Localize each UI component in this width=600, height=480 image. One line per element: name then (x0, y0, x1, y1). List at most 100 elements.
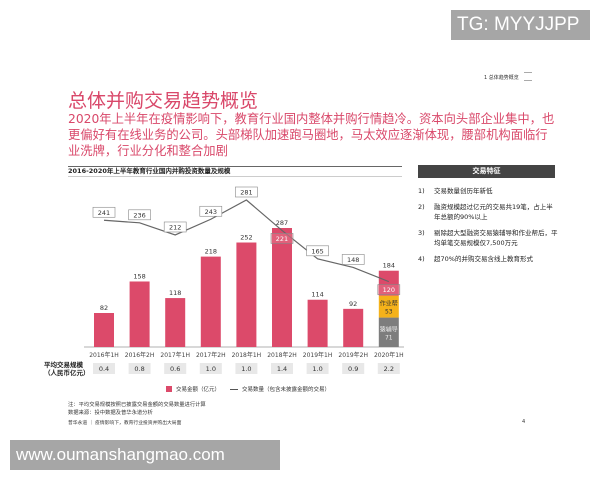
legend-line-swatch (230, 388, 239, 390)
line-series (103, 199, 390, 283)
feature-num: 2) (418, 203, 425, 211)
bar-label: 287 (276, 219, 288, 227)
bar-label: 92 (349, 300, 357, 308)
intro-text: 2020年上半年在疫情影响下，教育行业国内整体并购行情趋冷。资本向头部企业集中，… (68, 112, 555, 158)
avg-size-box (377, 363, 400, 374)
avg-size-box (342, 363, 365, 374)
bar-label: 184 (383, 262, 395, 270)
source: 数据来源：投中数据及普华永道分析 (68, 410, 153, 416)
avg-size-box (306, 363, 329, 374)
avg-size-value: 1.0 (312, 365, 322, 373)
bar (165, 298, 186, 347)
bar-label: 82 (100, 304, 108, 312)
feature-num: 4) (418, 255, 425, 263)
line-label-box (377, 284, 401, 295)
avg-size-value: 0.6 (170, 365, 180, 373)
avg-size-value: 1.0 (241, 365, 251, 373)
chart-title: 2016-2020年上半年教育行业国内并购投资数量及规模 (68, 166, 402, 177)
line-label: 148 (347, 256, 359, 264)
avg-size-box (93, 363, 115, 374)
line-label: 212 (169, 223, 181, 231)
bar (94, 313, 114, 347)
avg-size-value: 1.4 (277, 365, 287, 373)
legend: 交易金额（亿元） 交易数量（包含未披露金额的交易） (166, 385, 330, 393)
segment-label: 作业帮 (380, 300, 398, 308)
feature-num: 3) (418, 229, 425, 237)
feature-item: 3) 剔除超大型融资交易猿辅导和作业帮后，平均单笔交易规模仅7,500万元 (418, 228, 558, 248)
avg-size-box (199, 363, 222, 374)
category-label: 2019年1H (303, 351, 333, 359)
avg-size-value: 1.0 (206, 365, 216, 373)
line-label-box (341, 254, 365, 265)
bar (307, 299, 328, 347)
line-label: 165 (311, 247, 323, 255)
feature-item: 4) 超70%的并购交易含线上教育形式 (418, 254, 558, 264)
feature-text: 剔除超大型融资交易猿辅导和作业帮后，平均单笔交易规模仅7,500万元 (434, 229, 558, 247)
avg-label-2: （人民币亿元） (44, 369, 90, 377)
legend-bar: 交易金额（亿元） (176, 387, 221, 393)
breadcrumb: 1 总体趋势概览 (484, 75, 519, 81)
line-label-box (235, 186, 258, 198)
line-label: 236 (133, 211, 145, 219)
notes: 注：平均交易规模按照已披露交易金额的交易数量进行计算 数据来源：投中数据及普华永道… (68, 401, 206, 417)
bar-segment (378, 295, 399, 318)
avg-size-value: 0.4 (99, 365, 109, 373)
category-label: 2017年2H (196, 351, 226, 359)
category-label: 2019年2H (338, 351, 368, 359)
segment-value: 53 (385, 309, 393, 316)
bar-segment (378, 317, 399, 347)
bar (200, 256, 221, 347)
feature-list: 1) 交易数量创历年新低 2) 融资规模超过亿元的交易共19笔，占上半年总额的90%以… (418, 186, 558, 270)
legend-bar-swatch (166, 386, 172, 392)
avg-size-box (164, 363, 187, 374)
page-title: 总体并购交易趋势概览 (68, 90, 259, 112)
category-label: 2020年1H (374, 351, 404, 359)
feature-text: 超70%的并购交易含线上教育形式 (434, 255, 533, 263)
bar (343, 308, 364, 347)
bar-label: 114 (311, 291, 323, 299)
watermark-top: TG: MYYJJPP (451, 10, 590, 40)
legend-line: 交易数量（包含未披露金额的交易） (242, 387, 331, 393)
line-label: 221 (276, 235, 288, 243)
page-number: 4 (522, 419, 526, 425)
bar (236, 242, 257, 347)
feature-text: 交易数量创历年新低 (434, 187, 493, 195)
panel-title: 交易特征 (418, 165, 555, 178)
category-label: 2016年1H (89, 351, 119, 359)
avg-size-box (128, 363, 151, 374)
avg-size-value: 0.8 (134, 365, 144, 373)
feature-text: 融资规模超过亿元的交易共19笔，占上半年总额的90%以上 (434, 203, 553, 221)
menu-icon (524, 72, 532, 81)
line-label-box (128, 209, 151, 221)
watermark-bottom: www.oumanshangmao.com (10, 440, 280, 470)
bar-label: 118 (169, 289, 181, 297)
line-label-box (163, 221, 187, 233)
line-label-box (92, 206, 116, 218)
line-label-box (199, 205, 223, 217)
avg-size-value: 2.2 (384, 365, 394, 373)
line-label-box (306, 245, 329, 257)
line-label-box (270, 233, 294, 244)
category-label: 2018年2H (267, 351, 297, 359)
avg-size-label: 平均交易规模 （人民币亿元） (44, 361, 90, 377)
bar-label: 218 (205, 248, 217, 256)
feature-item: 1) 交易数量创历年新低 (418, 186, 558, 196)
category-label: 2018年1H (232, 351, 262, 359)
note: 注：平均交易规模按照已披露交易金额的交易数量进行计算 (68, 402, 206, 408)
segment-value: 71 (385, 334, 393, 341)
footer: 普华永道 ｜ 疫情影响下，教育行业投资并购出大局面 (68, 421, 182, 426)
line-label: 241 (98, 209, 110, 217)
category-label: 2016年2H (125, 351, 155, 359)
bar (272, 228, 292, 347)
line-label: 120 (383, 286, 395, 294)
line-label: 281 (240, 189, 252, 197)
avg-size-box (271, 363, 293, 374)
avg-size-box (235, 363, 258, 374)
feature-item: 2) 融资规模超过亿元的交易共19笔，占上半年总额的90%以上 (418, 202, 558, 222)
bar-label: 158 (133, 272, 145, 280)
segment-label: 猿辅导 (380, 325, 398, 333)
feature-num: 1) (418, 187, 425, 195)
category-label: 2017年1H (160, 351, 190, 359)
bar-label: 252 (240, 234, 252, 242)
